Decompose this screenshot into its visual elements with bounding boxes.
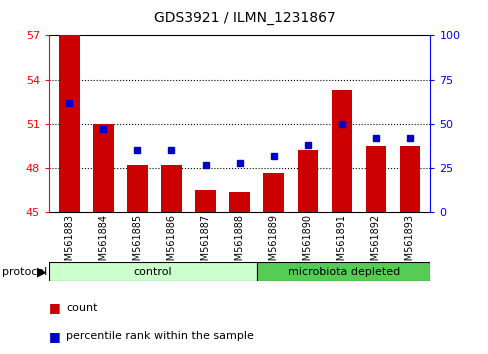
Bar bbox=[93, 124, 113, 212]
Bar bbox=[195, 190, 215, 212]
Text: microbiota depleted: microbiota depleted bbox=[287, 267, 399, 277]
Text: percentile rank within the sample: percentile rank within the sample bbox=[66, 331, 253, 341]
Bar bbox=[297, 150, 317, 212]
Text: GDS3921 / ILMN_1231867: GDS3921 / ILMN_1231867 bbox=[153, 11, 335, 25]
Bar bbox=[49, 262, 256, 281]
Bar bbox=[399, 146, 419, 212]
Text: control: control bbox=[133, 267, 172, 277]
Bar bbox=[365, 146, 385, 212]
Text: count: count bbox=[66, 303, 97, 313]
Text: protocol: protocol bbox=[2, 267, 48, 277]
Bar bbox=[59, 35, 80, 212]
Bar bbox=[256, 262, 429, 281]
Bar bbox=[127, 165, 147, 212]
Text: ■: ■ bbox=[49, 302, 61, 314]
Bar bbox=[161, 165, 182, 212]
Text: ▶: ▶ bbox=[37, 265, 46, 278]
Bar bbox=[263, 172, 284, 212]
Bar bbox=[229, 192, 249, 212]
Bar bbox=[331, 90, 351, 212]
Text: ■: ■ bbox=[49, 330, 61, 343]
